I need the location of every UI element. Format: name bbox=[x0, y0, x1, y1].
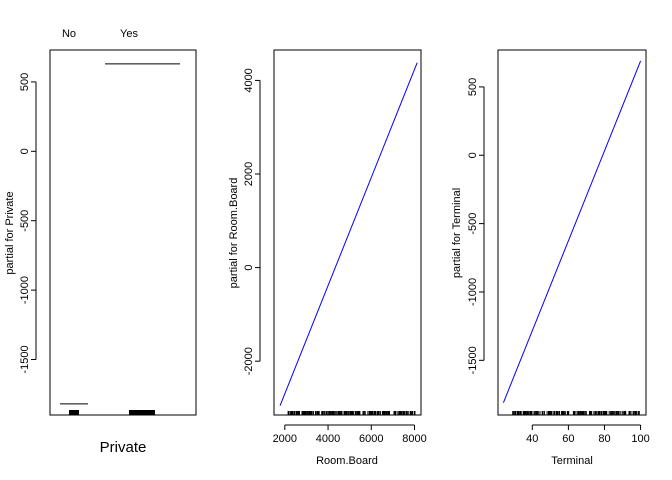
x-tick-label: 40 bbox=[526, 433, 538, 445]
y-tick-label: -500 bbox=[467, 213, 479, 235]
rug-group-no bbox=[69, 410, 79, 415]
y-axis: -2000 0 2000 4000 bbox=[243, 68, 261, 375]
x-tick-label: 2000 bbox=[273, 433, 297, 445]
rug bbox=[287, 411, 416, 415]
y-tick-label: -2000 bbox=[243, 347, 255, 375]
x-tick-label: 4000 bbox=[316, 433, 340, 445]
x-axis-label: Private bbox=[100, 439, 147, 456]
category-label-no: No bbox=[62, 28, 76, 40]
x-tick-label: 8000 bbox=[402, 433, 426, 445]
panel-private: No Yes Private partial for Private 500 0 -… bbox=[4, 28, 197, 456]
partial-line bbox=[502, 60, 642, 403]
y-tick-label: 0 bbox=[467, 152, 479, 158]
y-tick-label: -1500 bbox=[467, 346, 479, 374]
y-tick-label: -1000 bbox=[19, 276, 31, 304]
y-tick-label: -1000 bbox=[467, 278, 479, 306]
plot-frame bbox=[49, 49, 197, 416]
y-tick-label: 0 bbox=[243, 265, 255, 271]
rug bbox=[512, 411, 640, 415]
y-axis-label: partial for Private bbox=[4, 191, 16, 274]
y-axis: 500 0 -500 -1000 -1500 bbox=[467, 78, 485, 374]
x-axis: 40 60 80 100 bbox=[526, 424, 650, 445]
y-tick-label: -1500 bbox=[19, 345, 31, 373]
plot-frame bbox=[273, 49, 422, 416]
partial-line bbox=[279, 62, 418, 406]
plot-frame bbox=[497, 49, 647, 416]
panel-terminal: Terminal partial for Terminal 40 60 80 100 … bbox=[451, 49, 650, 467]
partial-segments bbox=[60, 63, 180, 405]
x-axis: 2000 4000 6000 8000 bbox=[273, 424, 427, 445]
y-tick-label: 2000 bbox=[243, 162, 255, 186]
x-tick-label: 80 bbox=[598, 433, 610, 445]
x-axis-label: Terminal bbox=[551, 455, 593, 467]
x-tick-label: 100 bbox=[631, 433, 649, 445]
y-tick-label: 4000 bbox=[243, 68, 255, 92]
y-tick-label: 500 bbox=[19, 73, 31, 91]
rug bbox=[69, 410, 155, 415]
y-tick-label: 500 bbox=[467, 78, 479, 96]
y-axis-label: partial for Terminal bbox=[451, 188, 463, 278]
partial-fit-line bbox=[502, 60, 642, 403]
x-tick-label: 60 bbox=[562, 433, 574, 445]
y-axis-label: partial for Room.Board bbox=[228, 178, 240, 289]
partial-fit-line bbox=[279, 62, 418, 406]
y-tick-label: -500 bbox=[19, 210, 31, 232]
x-axis-label: Room.Board bbox=[316, 455, 378, 467]
y-tick-label: 0 bbox=[19, 148, 31, 154]
x-tick-label: 6000 bbox=[359, 433, 383, 445]
panel-room-board: Room.Board partial for Room.Board 2000 40… bbox=[228, 49, 427, 467]
category-label-yes: Yes bbox=[120, 28, 138, 40]
rug-group-yes bbox=[129, 410, 155, 415]
y-axis: 500 0 -500 -1000 -1500 bbox=[19, 73, 37, 374]
